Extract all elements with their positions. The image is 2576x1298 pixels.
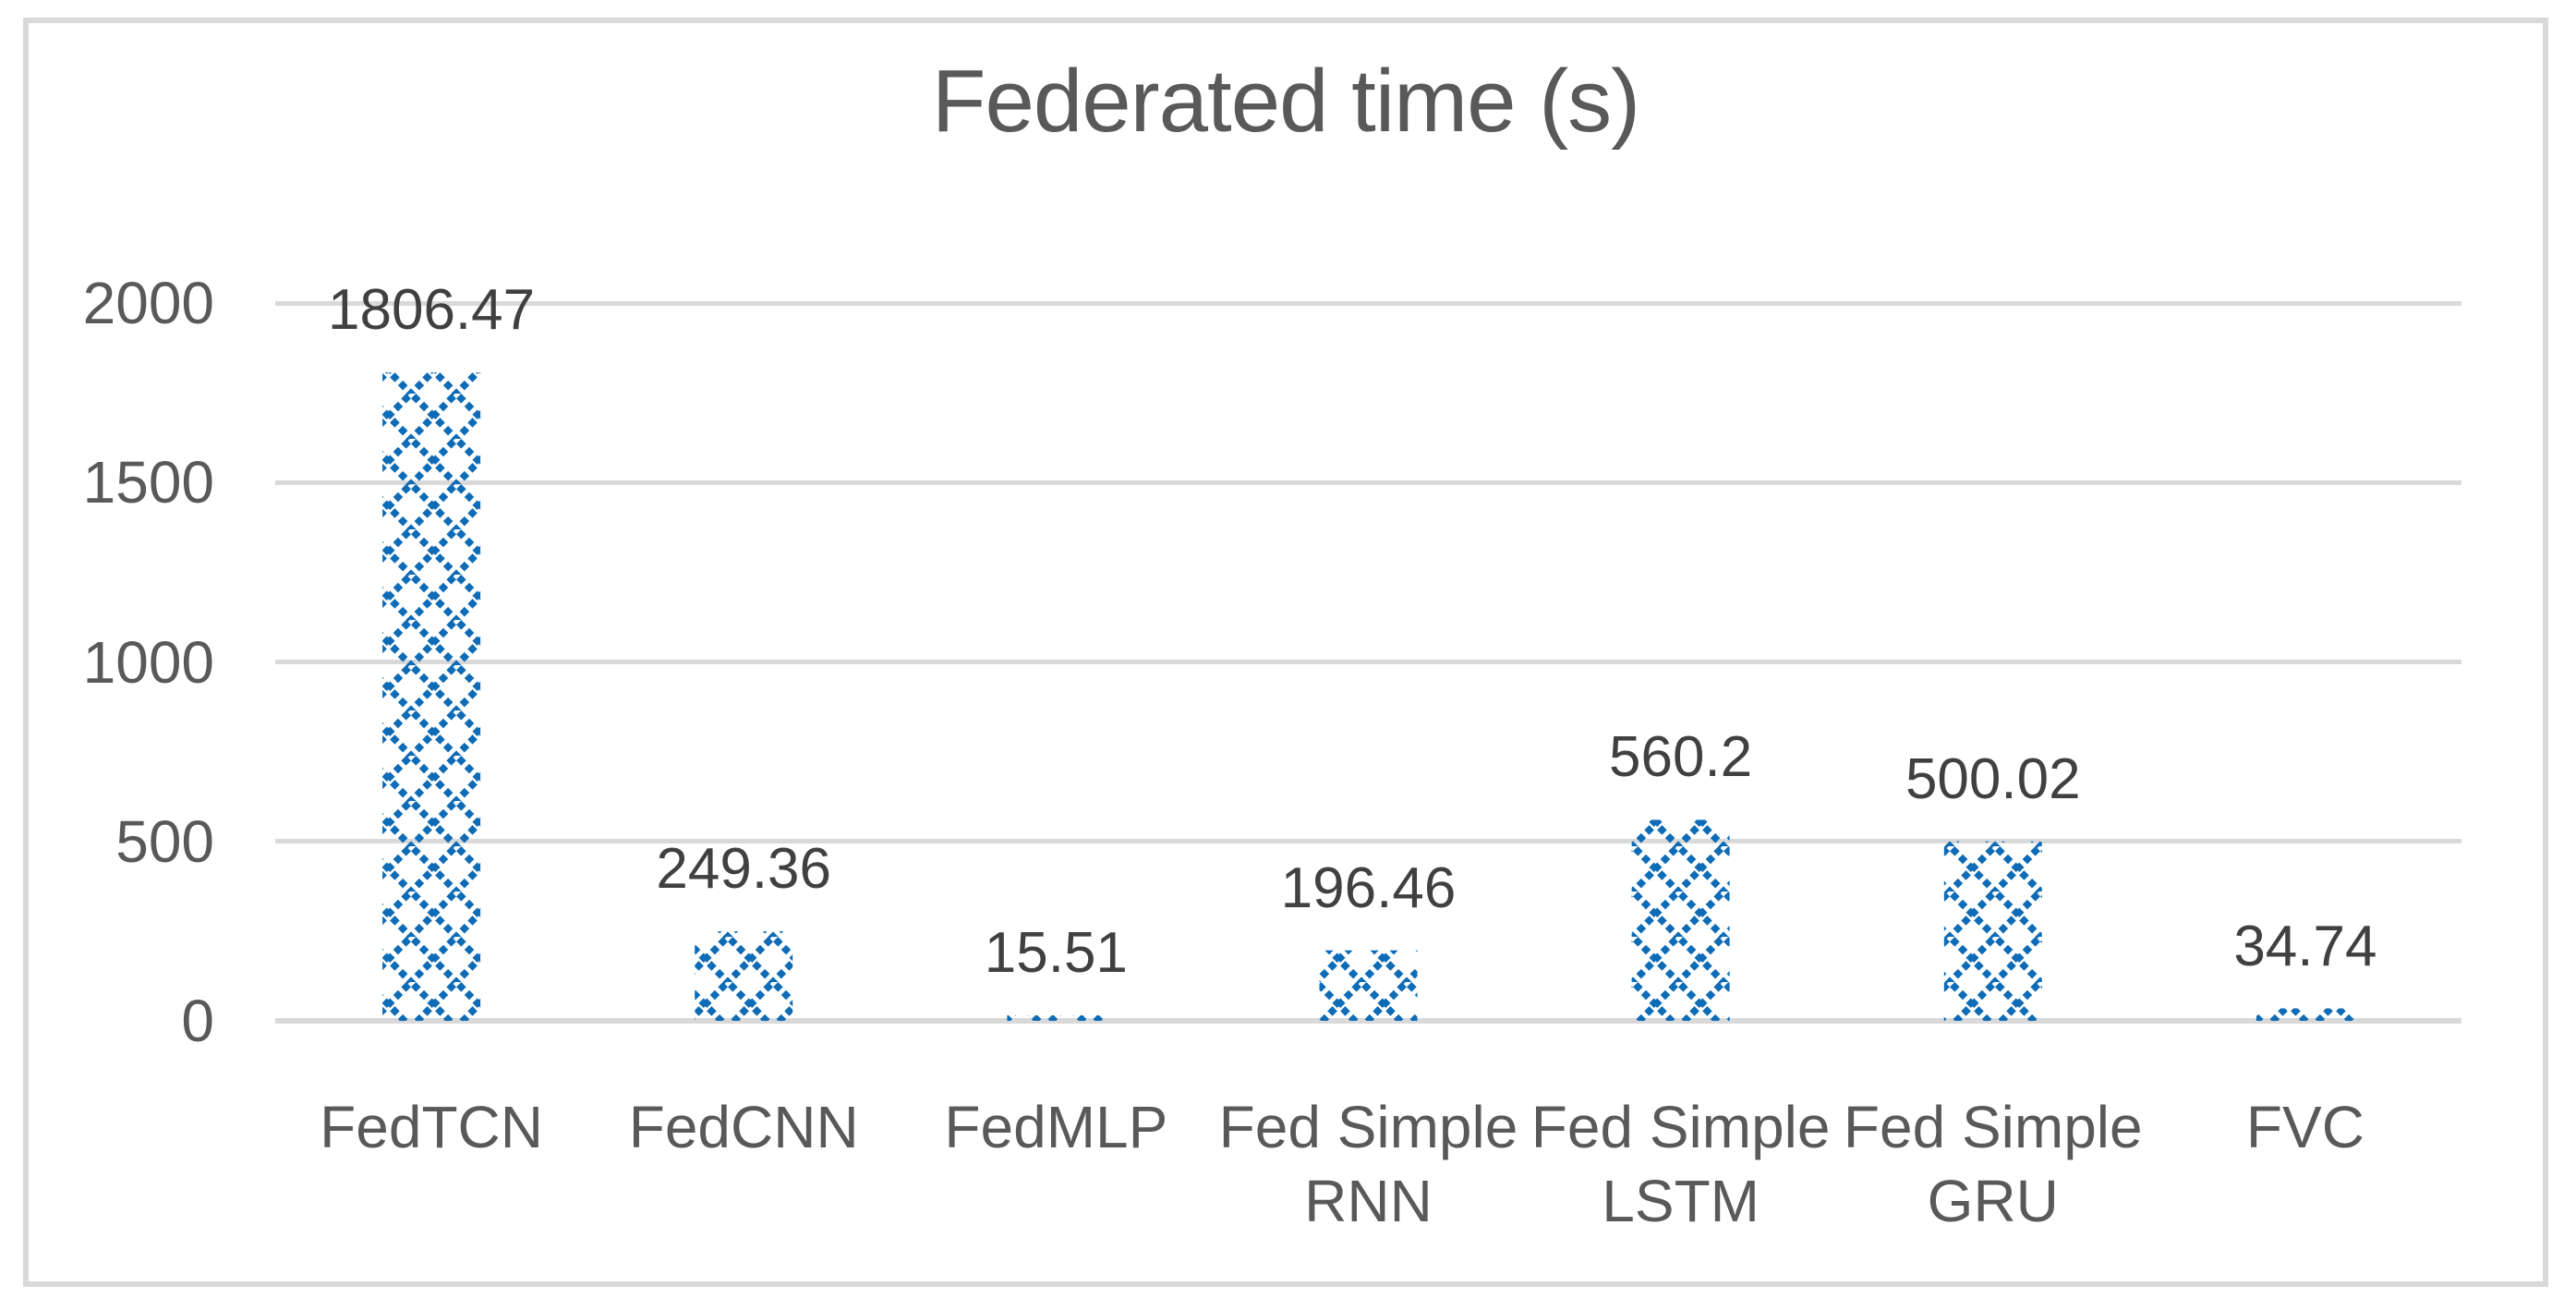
- data-label-fed-simple-lstm: 560.2: [1609, 725, 1753, 790]
- gridline-1000: [275, 660, 2461, 664]
- data-label-fed-simple-gru: 500.02: [1905, 746, 2081, 811]
- data-label-fedcnn: 249.36: [656, 837, 832, 902]
- data-label-fed-simple-rnn: 196.46: [1280, 855, 1457, 920]
- data-label-fvc: 34.74: [2233, 914, 2377, 978]
- bars-layer: [382, 372, 2354, 1021]
- bar-fedcnn: [695, 931, 793, 1021]
- bar-fedtcn: [382, 372, 481, 1021]
- x-label-fed-simple-gru: Fed Simple GRU: [1843, 1094, 2143, 1234]
- gridline-500: [275, 839, 2461, 844]
- bar-fed-simple-gru: [1943, 841, 2042, 1021]
- y-tick-label-1500: 1500: [82, 449, 214, 516]
- y-tick-label-2000: 2000: [82, 270, 214, 336]
- x-label-fvc: FVC: [2245, 1094, 2364, 1160]
- plot-area: 1806.47 249.36 15.51 196.46 560.2 500.02 34.74: [275, 278, 2461, 1024]
- y-axis-tick-labels: 0 500 1000 1500 2000: [0, 270, 214, 1054]
- x-label-fedcnn: FedCNN: [628, 1094, 859, 1160]
- bar-fed-simple-lstm: [1631, 819, 1730, 1021]
- x-label-fedtcn: FedTCN: [320, 1094, 543, 1160]
- x-axis-category-labels: FedTCN FedCNN FedMLP Fed Simple RNN Fed Simp…: [275, 1090, 2461, 1256]
- y-tick-label-0: 0: [181, 988, 214, 1054]
- x-label-fed-simple-lstm: Fed Simple LSTM: [1530, 1094, 1831, 1234]
- y-tick-label-500: 500: [115, 807, 214, 875]
- x-label-fedmlp: FedMLP: [944, 1094, 1168, 1160]
- x-axis-line: [275, 1018, 2461, 1024]
- data-label-fedtcn: 1806.47: [328, 278, 536, 343]
- bar-fvc: [2256, 1008, 2354, 1021]
- bar-fedmlp: [1007, 1015, 1106, 1021]
- y-tick-label-1000: 1000: [82, 628, 214, 696]
- data-label-fedmlp: 15.51: [984, 920, 1128, 985]
- gridline-2000: [275, 300, 2461, 306]
- x-label-fed-simple-rnn: Fed Simple RNN: [1218, 1094, 1518, 1234]
- bar-fed-simple-rnn: [1319, 950, 1418, 1021]
- chart-title: Federated time (s): [931, 52, 1640, 151]
- gridline-1500: [275, 479, 2461, 485]
